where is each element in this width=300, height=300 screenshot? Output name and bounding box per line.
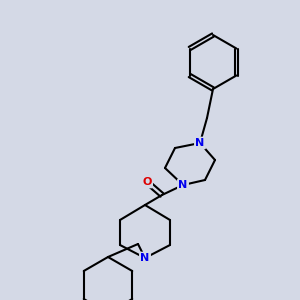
Text: O: O	[142, 177, 152, 187]
Text: N: N	[140, 253, 150, 263]
Text: N: N	[178, 180, 188, 190]
Text: N: N	[195, 138, 205, 148]
